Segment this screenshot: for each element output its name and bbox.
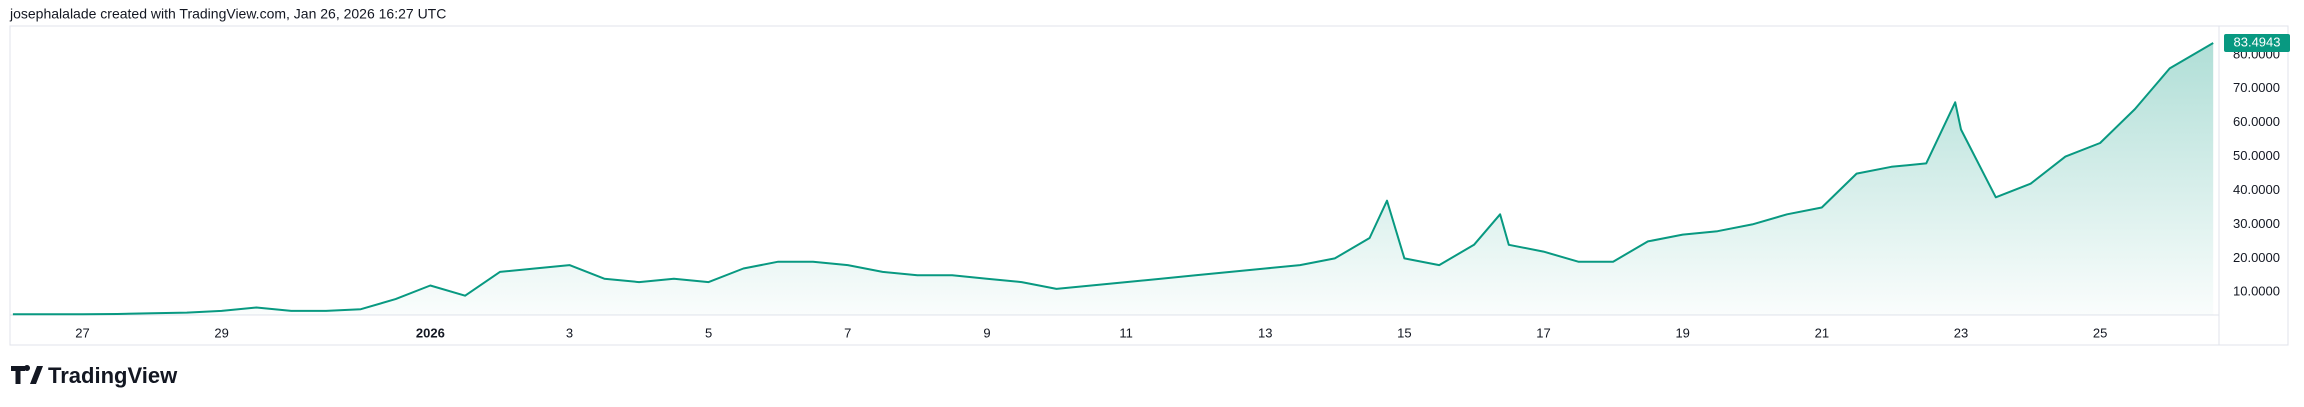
x-tick-label: 27: [75, 325, 89, 340]
x-tick-label: 19: [1675, 325, 1689, 340]
last-price-badge: [2224, 33, 2290, 52]
x-tick-label: 3: [566, 325, 573, 340]
header-text: josephalalade created with TradingView.c…: [9, 6, 446, 22]
x-tick-label: 25: [2093, 325, 2107, 340]
y-tick-label: 60.0000: [2233, 114, 2280, 129]
logo-icon: [11, 365, 43, 384]
x-tick-label: 9: [983, 325, 990, 340]
price-line: [12, 42, 2214, 316]
y-tick-label: 10.0000: [2233, 284, 2280, 299]
last-price-label: 83.4943: [2234, 34, 2281, 49]
logo-text: TradingView: [48, 363, 178, 388]
y-tick-label: 70.0000: [2233, 80, 2280, 95]
chart-frame: [9, 25, 2289, 346]
logo: TradingView: [11, 363, 178, 388]
y-tick-label: 40.0000: [2233, 182, 2280, 197]
area-fill: [12, 43, 2214, 315]
x-tick-label: 21: [1815, 325, 1829, 340]
y-tick-label: 50.0000: [2233, 148, 2280, 163]
x-tick-label: 13: [1258, 325, 1272, 340]
x-tick-label: 17: [1536, 325, 1550, 340]
x-tick-label: 7: [844, 325, 851, 340]
y-tick-label: 20.0000: [2233, 250, 2280, 265]
x-tick-label: 2026: [416, 325, 445, 340]
x-tick-label: 29: [214, 325, 228, 340]
x-tick-label: 11: [1119, 325, 1133, 340]
x-tick-label: 23: [1954, 325, 1968, 340]
y-tick-label: 30.0000: [2233, 216, 2280, 231]
x-tick-label: 5: [705, 325, 712, 340]
x-tick-label: 15: [1397, 325, 1411, 340]
